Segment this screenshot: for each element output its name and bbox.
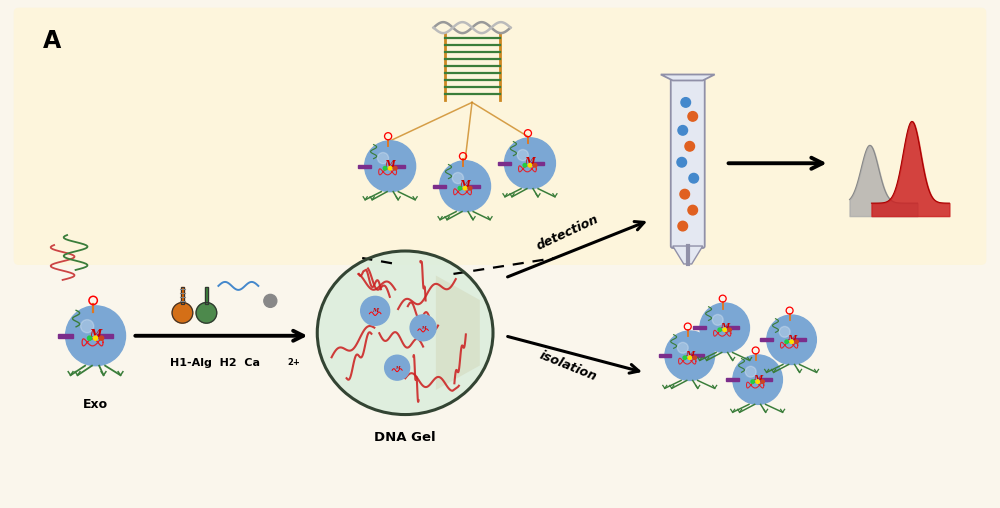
Bar	[726, 326, 739, 329]
Circle shape	[785, 340, 788, 343]
Circle shape	[393, 167, 397, 170]
Circle shape	[528, 164, 532, 167]
Circle shape	[678, 125, 688, 135]
Text: M: M	[89, 328, 102, 339]
Text: M: M	[753, 374, 762, 382]
Circle shape	[767, 315, 816, 365]
Bar	[726, 378, 739, 381]
Text: Exo: Exo	[83, 398, 108, 410]
Circle shape	[504, 138, 555, 188]
Circle shape	[440, 161, 491, 212]
Bar	[659, 354, 671, 357]
Bar	[391, 165, 405, 168]
Polygon shape	[673, 246, 703, 264]
Polygon shape	[436, 275, 480, 390]
Circle shape	[533, 164, 537, 167]
Circle shape	[264, 295, 277, 307]
Circle shape	[383, 167, 387, 170]
Text: M: M	[525, 156, 535, 166]
Ellipse shape	[317, 251, 493, 415]
Circle shape	[463, 186, 467, 190]
Text: M: M	[787, 334, 796, 342]
Circle shape	[790, 340, 793, 343]
Circle shape	[681, 98, 691, 107]
Circle shape	[377, 152, 389, 164]
Circle shape	[196, 303, 217, 323]
Bar	[358, 165, 371, 168]
Text: M: M	[685, 350, 694, 358]
Circle shape	[685, 142, 695, 151]
Bar	[759, 378, 772, 381]
Circle shape	[677, 157, 687, 167]
Circle shape	[728, 328, 731, 332]
Bar	[760, 338, 773, 341]
Circle shape	[458, 186, 462, 190]
Polygon shape	[661, 75, 715, 80]
Bar	[498, 162, 511, 165]
FancyBboxPatch shape	[671, 78, 705, 248]
Circle shape	[756, 380, 759, 384]
Circle shape	[517, 149, 528, 161]
Text: M: M	[395, 366, 399, 370]
Circle shape	[751, 380, 754, 384]
Circle shape	[683, 356, 687, 360]
Bar	[693, 326, 706, 329]
Circle shape	[718, 328, 721, 332]
Circle shape	[361, 296, 390, 325]
Circle shape	[93, 336, 98, 340]
Circle shape	[87, 336, 92, 340]
Text: DNA Gel: DNA Gel	[374, 430, 436, 443]
Circle shape	[452, 172, 464, 184]
Text: isolation: isolation	[537, 348, 599, 383]
Text: detection: detection	[535, 213, 601, 253]
Bar	[97, 334, 113, 338]
Circle shape	[688, 112, 698, 121]
Bar	[691, 354, 704, 357]
Circle shape	[693, 356, 696, 360]
Bar	[181, 288, 184, 303]
Bar	[793, 338, 806, 341]
Text: M: M	[421, 326, 425, 330]
Bar	[433, 185, 446, 188]
Circle shape	[795, 340, 798, 343]
Bar	[58, 334, 73, 338]
Circle shape	[172, 303, 193, 323]
Text: A: A	[43, 28, 61, 53]
Text: H1-Alg  H2  Ca: H1-Alg H2 Ca	[170, 358, 260, 368]
Bar	[205, 288, 208, 303]
Circle shape	[677, 342, 688, 353]
Circle shape	[688, 205, 698, 215]
Text: M: M	[372, 308, 378, 313]
Bar	[531, 162, 544, 165]
Circle shape	[700, 303, 749, 353]
Circle shape	[745, 366, 756, 377]
Circle shape	[385, 355, 410, 380]
Circle shape	[761, 380, 764, 384]
Circle shape	[680, 189, 690, 199]
Circle shape	[665, 331, 715, 380]
Circle shape	[365, 141, 416, 192]
Circle shape	[678, 221, 688, 231]
Text: 2+: 2+	[287, 358, 300, 367]
Text: M: M	[385, 160, 396, 169]
Circle shape	[688, 356, 691, 360]
Circle shape	[99, 336, 104, 340]
Circle shape	[388, 167, 392, 170]
Circle shape	[81, 320, 94, 333]
Circle shape	[723, 328, 726, 332]
Circle shape	[468, 186, 472, 190]
Circle shape	[523, 164, 527, 167]
Circle shape	[733, 355, 782, 404]
Circle shape	[779, 327, 790, 337]
Text: M: M	[720, 322, 729, 330]
Circle shape	[689, 173, 699, 183]
Bar	[466, 185, 480, 188]
Text: M: M	[460, 180, 470, 188]
Circle shape	[410, 315, 436, 341]
FancyBboxPatch shape	[14, 8, 986, 265]
Circle shape	[712, 314, 723, 325]
Circle shape	[66, 306, 126, 366]
